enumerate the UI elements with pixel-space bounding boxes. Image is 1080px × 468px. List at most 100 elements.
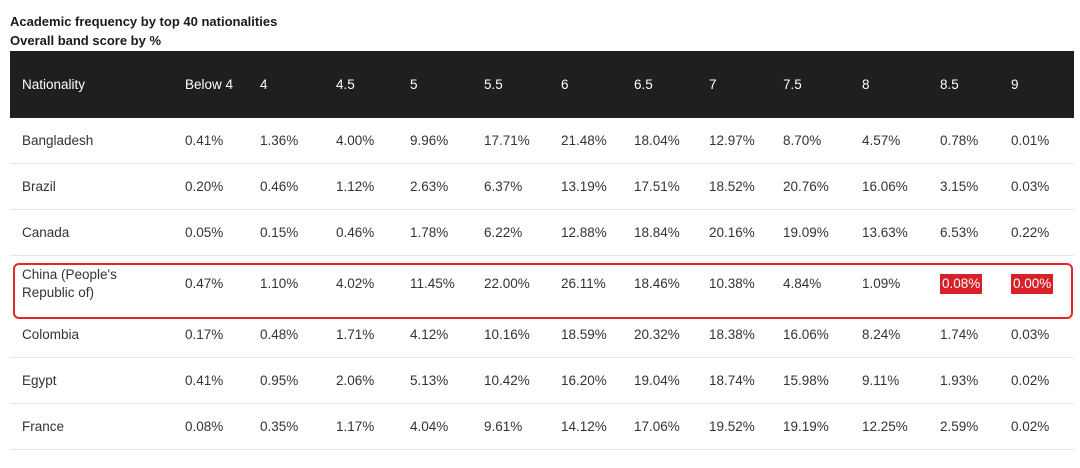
red-highlight-badge: 0.00% — [1011, 274, 1054, 294]
nationality-cell: Colombia — [22, 326, 80, 342]
nationality-cell: Egypt — [22, 372, 57, 388]
value-cell: 11.45% — [410, 276, 455, 291]
value-cell: 20.16% — [709, 224, 755, 240]
value-cell: 9.61% — [484, 418, 523, 434]
header-9: 9 — [1011, 76, 1019, 92]
header-5-5: 5.5 — [484, 76, 503, 92]
value-cell: 19.04% — [634, 372, 680, 388]
value-cell: 1.17% — [336, 418, 375, 434]
value-cell: 0.46% — [260, 178, 299, 194]
value-cell: 0.02% — [1011, 418, 1050, 434]
value-cell: 0.95% — [260, 372, 299, 388]
value-cell: 0.35% — [260, 418, 299, 434]
value-cell: 0.15% — [260, 224, 299, 240]
value-cell: 2.59% — [940, 418, 979, 434]
value-cell: 19.09% — [783, 224, 829, 240]
value-cell: 4.12% — [410, 326, 449, 342]
value-cell: 18.59% — [561, 326, 607, 342]
value-cell: 26.11% — [561, 276, 606, 291]
value-cell: 16.06% — [862, 178, 908, 194]
value-cell: 2.06% — [336, 372, 375, 388]
value-cell: 16.06% — [783, 326, 829, 342]
value-cell: 0.48% — [260, 326, 299, 342]
value-cell: 17.51% — [634, 178, 680, 194]
value-cell: 0.17% — [185, 326, 224, 342]
red-highlight-badge: 0.08% — [940, 274, 983, 294]
value-cell: 4.00% — [336, 132, 375, 148]
table-title: Academic frequency by top 40 nationaliti… — [10, 14, 278, 29]
value-cell: 9.11% — [862, 372, 900, 388]
nationality-cell: China (People's Republic of) — [22, 267, 117, 300]
value-cell: 12.97% — [709, 132, 755, 148]
header-7-5: 7.5 — [783, 76, 802, 92]
value-cell: 16.20% — [561, 372, 607, 388]
value-cell: 12.88% — [561, 224, 607, 240]
value-cell: 0.02% — [1011, 372, 1050, 388]
value-cell: 22.00% — [484, 276, 530, 291]
value-cell: 2.63% — [410, 178, 449, 194]
value-cell: 1.78% — [410, 224, 449, 240]
value-cell: 18.74% — [709, 372, 755, 388]
value-cell: 1.10% — [260, 276, 299, 291]
header-below-4: Below 4 — [185, 76, 234, 92]
value-cell: 12.25% — [862, 418, 908, 434]
value-cell: 20.76% — [783, 178, 829, 194]
value-cell: 13.19% — [561, 178, 607, 194]
title-block: Academic frequency by top 40 nationaliti… — [10, 12, 277, 50]
header-nationality: Nationality — [22, 76, 86, 92]
header-4: 4 — [260, 76, 268, 92]
value-cell: 1.36% — [260, 132, 299, 148]
value-cell: 10.38% — [709, 276, 755, 291]
value-cell: 0.03% — [1011, 178, 1050, 194]
value-cell: 19.52% — [709, 418, 755, 434]
value-cell: 4.04% — [410, 418, 449, 434]
value-cell: 1.09% — [862, 276, 901, 291]
value-cell: 21.48% — [561, 132, 607, 148]
value-cell: 14.12% — [561, 418, 607, 434]
value-cell: 0.08% — [185, 418, 224, 434]
value-cell: 0.01% — [1011, 132, 1050, 148]
value-cell: 5.13% — [410, 372, 449, 388]
table-row-egypt: Egypt 0.41% 0.95% 2.06% 5.13% 10.42% 16.… — [10, 358, 1074, 404]
header-5: 5 — [410, 76, 418, 92]
table-subtitle: Overall band score by % — [10, 33, 162, 48]
value-cell: 0.47% — [185, 276, 224, 291]
nationality-cell: Bangladesh — [22, 132, 94, 148]
nationality-cell: Brazil — [22, 178, 56, 194]
value-cell: 0.41% — [185, 372, 224, 388]
header-8-5: 8.5 — [940, 76, 959, 92]
table-row-france: France 0.08% 0.35% 1.17% 4.04% 9.61% 14.… — [10, 404, 1074, 450]
value-cell: 15.98% — [783, 372, 829, 388]
header-6: 6 — [561, 76, 569, 92]
header-6-5: 6.5 — [634, 76, 653, 92]
header-8: 8 — [862, 76, 870, 92]
header-7: 7 — [709, 76, 717, 92]
value-cell: 4.02% — [336, 276, 375, 291]
header-4-5: 4.5 — [336, 76, 355, 92]
value-cell: 4.57% — [862, 132, 901, 148]
value-cell: 0.46% — [336, 224, 375, 240]
value-cell: 3.15% — [940, 178, 979, 194]
value-cell: 0.22% — [1011, 224, 1050, 240]
value-cell: 1.93% — [940, 372, 979, 388]
value-cell: 18.38% — [709, 326, 755, 342]
value-cell: 17.06% — [634, 418, 680, 434]
value-cell: 0.20% — [185, 178, 224, 194]
value-cell: 0.41% — [185, 132, 224, 148]
value-cell: 9.96% — [410, 132, 449, 148]
table-row-canada: Canada 0.05% 0.15% 0.46% 1.78% 6.22% 12.… — [10, 210, 1074, 256]
nationality-cell: Canada — [22, 224, 70, 240]
value-cell: 0.03% — [1011, 326, 1050, 342]
value-cell: 10.16% — [484, 326, 530, 342]
value-cell: 13.63% — [862, 224, 908, 240]
value-cell: 1.12% — [336, 178, 375, 194]
value-cell: 1.74% — [940, 326, 979, 342]
value-cell: 10.42% — [484, 372, 530, 388]
value-cell: 8.70% — [783, 132, 822, 148]
value-cell: 18.46% — [634, 276, 680, 291]
value-cell: 6.22% — [484, 224, 523, 240]
value-cell: 20.32% — [634, 326, 680, 342]
value-cell: 18.52% — [709, 178, 755, 194]
band-score-table: Nationality Below 4 4 4.5 5 5.5 6 6.5 7 … — [10, 51, 1074, 450]
table-row-colombia: Colombia 0.17% 0.48% 1.71% 4.12% 10.16% … — [10, 312, 1074, 358]
